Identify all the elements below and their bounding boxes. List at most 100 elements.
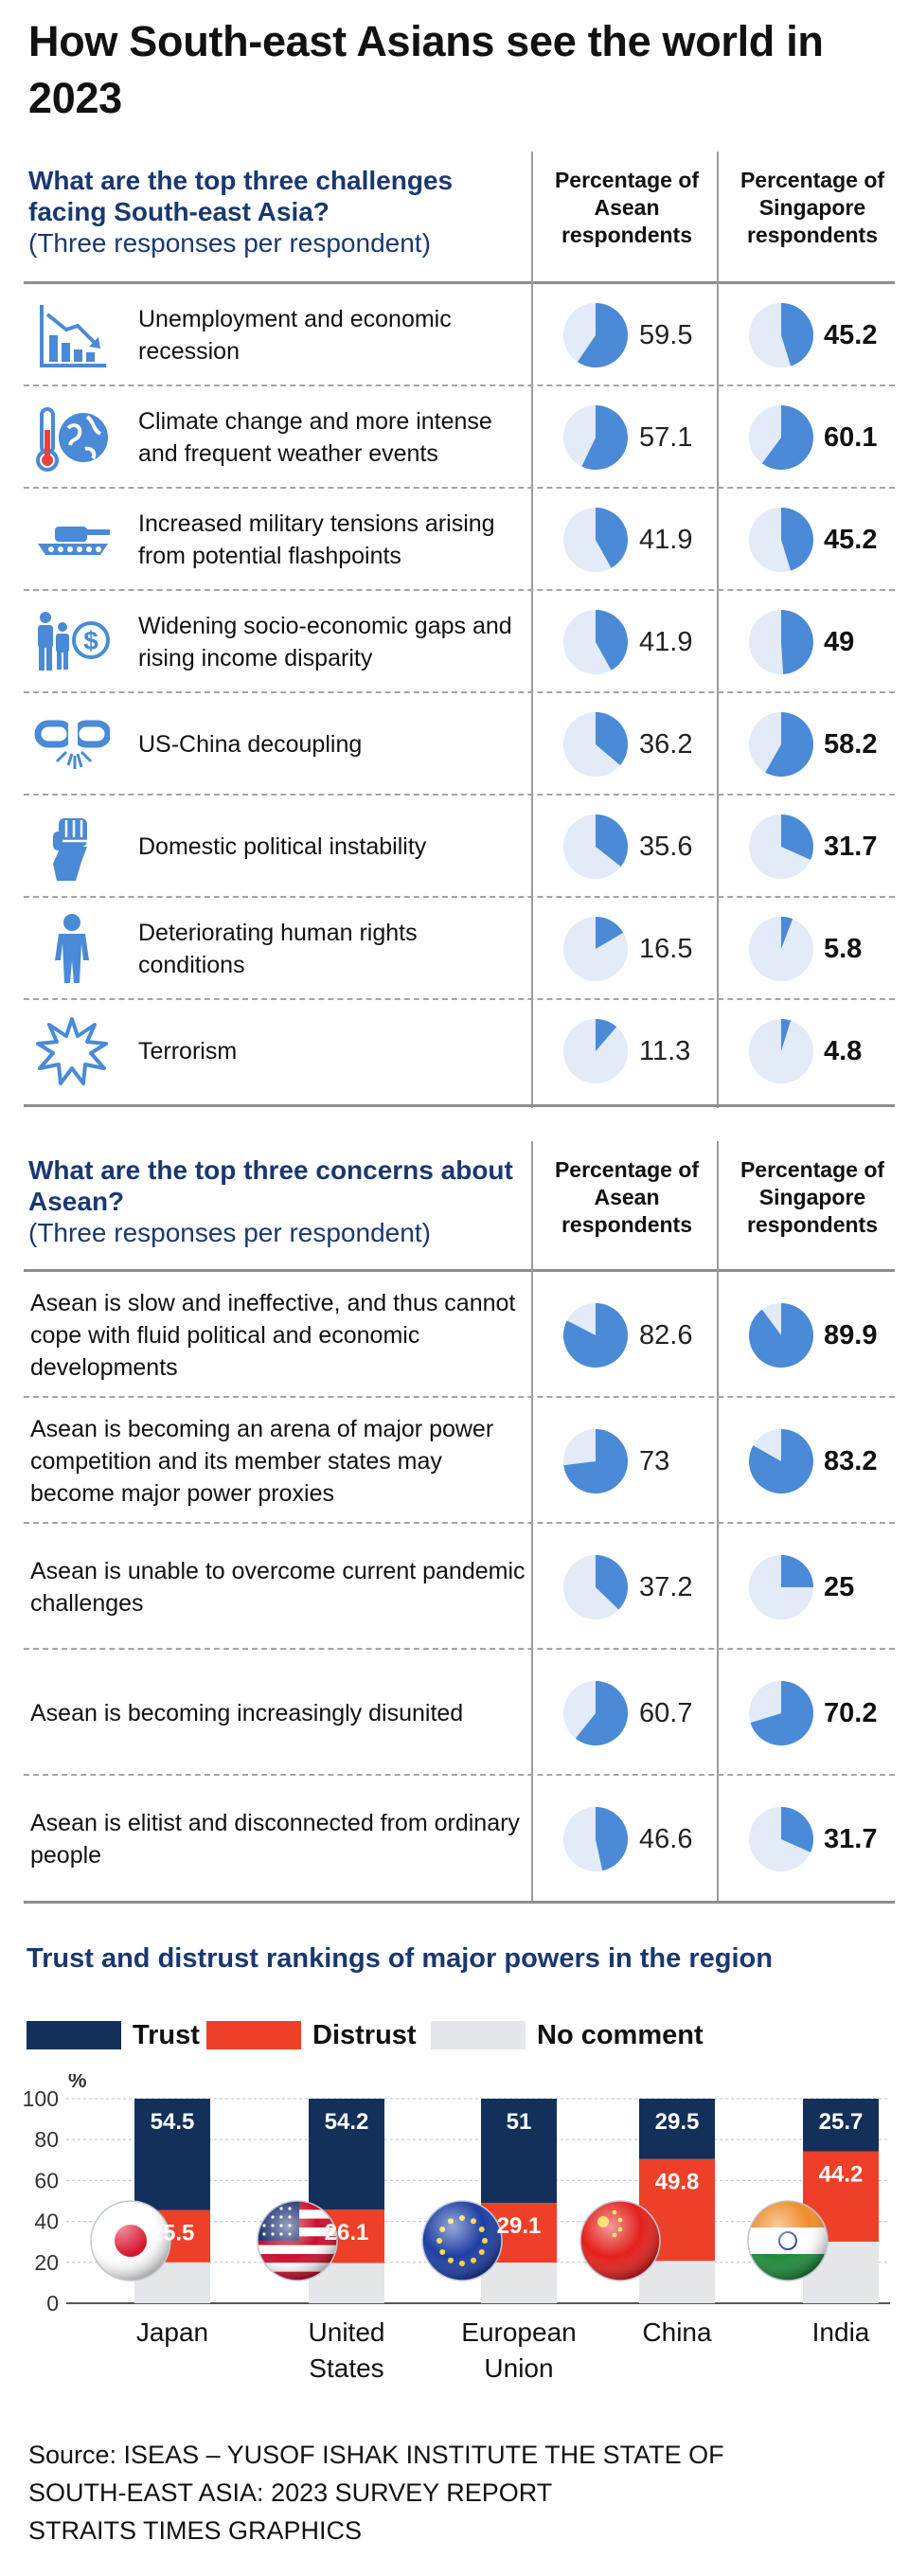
row-divider (24, 385, 895, 386)
challenge-label: Deteriorating human rights conditions (138, 920, 418, 978)
row-divider (24, 998, 895, 1000)
asean-value: 37.2 (639, 1571, 693, 1602)
col-asean-header: Percentage of Asean respondents (554, 1157, 700, 1237)
pie-slice (781, 610, 813, 674)
category-label: United (309, 2317, 385, 2347)
pie-slice (765, 712, 813, 777)
row-divider (24, 691, 895, 693)
singapore-value: 89.9 (824, 1319, 878, 1351)
category-label: India (812, 2317, 870, 2347)
asean-pie (563, 405, 629, 470)
col-singapore-header: Percentage of Singapore respondents (740, 168, 885, 247)
pie-slice (596, 917, 624, 949)
asean-value: 59.5 (639, 320, 693, 350)
pie-slice (781, 917, 793, 949)
y-tick-label: 20 (34, 2250, 59, 2275)
legend-no-comment: No comment (431, 2019, 704, 2051)
row-divider (24, 794, 895, 796)
column-divider (717, 152, 719, 1108)
challenge-label: Widening socio-economic gaps and rising … (138, 613, 512, 671)
eu-flag-icon (421, 2200, 503, 2281)
singapore-value: 83.2 (824, 1445, 878, 1476)
concern-row: Asean is unable to overcome current pand… (0, 1524, 909, 1650)
concern-label: Asean is becoming an arena of major powe… (30, 1415, 494, 1507)
singapore-value: 70.2 (824, 1697, 878, 1728)
asean-value: 60.7 (639, 1697, 693, 1728)
pie-slice (750, 1680, 813, 1745)
bar-trust (134, 2099, 210, 2210)
bar-no-comment (639, 2261, 715, 2303)
thermometer-globe-icon (36, 407, 108, 472)
singapore-pie (748, 1302, 813, 1368)
singapore-value: 60.1 (824, 422, 878, 453)
source-line: Source: ISEAS – YUSOF ISHAK INSTITUTE TH… (28, 2441, 724, 2469)
legend-no-comment-swatch (431, 2021, 526, 2049)
singapore-pie (749, 303, 814, 367)
asean-pie (563, 508, 629, 572)
singapore-pie (749, 1019, 813, 1083)
china-flag-icon (579, 2200, 661, 2281)
bar-no-comment (481, 2263, 557, 2303)
pie-slice (596, 712, 628, 765)
distrust-value-label: 25.5 (151, 2221, 195, 2246)
challenges-header: What are the top three challenges facing… (0, 152, 909, 275)
concern-label: Asean is elitist and disconnected from o… (30, 1809, 520, 1869)
challenges-question: What are the top three challenges facing… (28, 166, 454, 258)
singapore-value: 31.7 (824, 1823, 878, 1854)
legend-distrust: Distrust (206, 2019, 417, 2051)
y-tick-label: 40 (34, 2209, 59, 2234)
trust-value-label: 29.5 (655, 2109, 700, 2135)
asean-value: 41.9 (639, 627, 693, 657)
category-label: European (461, 2317, 576, 2347)
trust-chart-title: Trust and distrust rankings of major pow… (27, 1943, 773, 1974)
asean-value: 73 (639, 1445, 670, 1476)
challenge-row: $ Widening socio-economic gaps and rising… (0, 591, 909, 693)
concern-label: Asean is slow and ineffective, and thus … (30, 1289, 516, 1381)
challenges-section: What are the top three challenges facing… (0, 152, 909, 1108)
y-unit-label: % (68, 2074, 87, 2092)
pie-slice (581, 405, 629, 470)
row-divider (24, 487, 895, 489)
singapore-pie (749, 1806, 813, 1871)
bar-trust (803, 2099, 879, 2152)
challenge-label: Unemployment and economic recession (138, 306, 452, 365)
bar-trust (481, 2099, 557, 2204)
singapore-pie (749, 508, 814, 572)
trust-value-label: 51 (507, 2109, 532, 2135)
challenge-row: Increased military tensions arising from… (0, 489, 909, 591)
divider (24, 281, 895, 284)
col-asean-header: Percentage of Asean respondents (554, 168, 700, 247)
pie-slice (596, 1554, 628, 1610)
singapore-pie (749, 917, 813, 981)
concern-row: Asean is slow and ineffective, and thus … (0, 1272, 909, 1398)
pie-slice (563, 1428, 629, 1494)
source-note: Source: ISEAS – YUSOF ISHAK INSTITUTE TH… (28, 2436, 881, 2549)
asean-pie (563, 610, 629, 674)
source-line: SOUTH-EAST ASIA: 2023 SURVEY REPORT (28, 2478, 553, 2507)
asean-value: 36.2 (639, 729, 693, 760)
challenge-label: Domestic political instability (138, 833, 427, 860)
pie-slice (781, 1554, 813, 1587)
singapore-pie (749, 1554, 813, 1619)
chart-legend: Trust Distrust No comment (0, 2019, 909, 2057)
legend-trust-swatch (27, 2021, 121, 2049)
row-divider (24, 589, 895, 591)
y-tick-label: 60 (34, 2168, 59, 2192)
concern-label: Asean is unable to overcome current pand… (30, 1557, 526, 1617)
singapore-value: 5.8 (824, 934, 863, 964)
asean-value: 11.3 (639, 1036, 691, 1066)
y-tick-label: 100 (23, 2086, 59, 2111)
singapore-value: 45.2 (824, 320, 878, 350)
row-divider (24, 896, 895, 898)
challenge-row: Terrorism 11.3 4.8 (0, 1000, 909, 1102)
pie-slice (575, 1680, 629, 1745)
singapore-value: 25 (824, 1571, 855, 1602)
singapore-value: 31.7 (824, 832, 878, 862)
asean-pie (563, 712, 628, 777)
pie-slice (781, 1019, 792, 1051)
challenge-row: Climate change and more intense and freq… (0, 386, 909, 489)
trust-value-label: 54.5 (151, 2109, 195, 2135)
singapore-pie (749, 405, 813, 470)
pie-slice (748, 1428, 813, 1494)
concern-row: Asean is becoming increasingly disunited… (0, 1650, 909, 1776)
